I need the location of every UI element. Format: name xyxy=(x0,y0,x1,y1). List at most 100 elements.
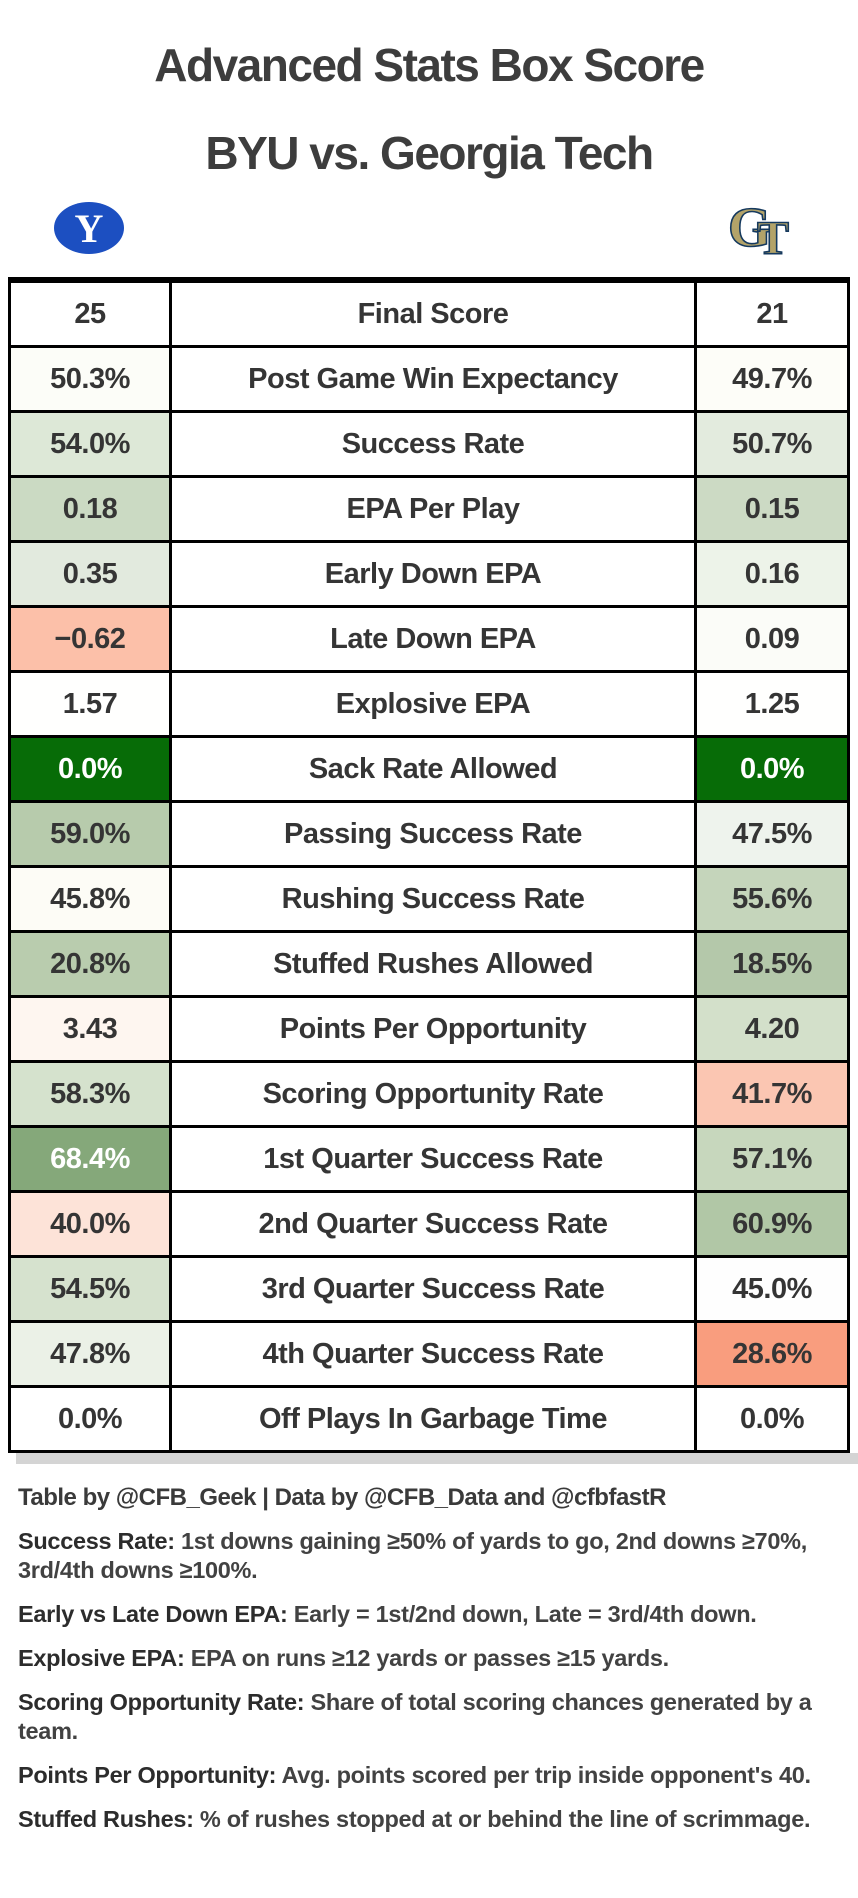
footnote: Early vs Late Down EPAEarly = 1st/2nd do… xyxy=(18,1600,830,1629)
metric-label-cell: Sack Rate Allowed xyxy=(172,738,694,800)
table-row: 40.0% 2nd Quarter Success Rate 60.9% xyxy=(11,1193,847,1258)
metric-label-cell: Late Down EPA xyxy=(172,608,694,670)
byu-value-cell: 59.0% xyxy=(11,803,172,865)
gt-value-cell: 0.15 xyxy=(694,478,847,540)
gt-value-cell: 47.5% xyxy=(694,803,847,865)
footnote-text: 1st downs gaining ≥50% of yards to go, 2… xyxy=(18,1528,807,1583)
byu-value-cell: 40.0% xyxy=(11,1193,172,1255)
footnote: Stuffed Rushes% of rushes stopped at or … xyxy=(18,1805,830,1834)
footnote: Scoring Opportunity RateShare of total s… xyxy=(18,1688,830,1746)
gt-value-cell: 1.25 xyxy=(694,673,847,735)
footnote-term: Points Per Opportunity xyxy=(18,1762,282,1788)
footnote-text: Avg. points scored per trip inside oppon… xyxy=(281,1762,812,1788)
metric-label-cell: Final Score xyxy=(172,283,694,345)
byu-value-cell: 20.8% xyxy=(11,933,172,995)
byu-value-cell: 68.4% xyxy=(11,1128,172,1190)
gt-value-cell: 50.7% xyxy=(694,413,847,475)
metric-label-cell: Rushing Success Rate xyxy=(172,868,694,930)
table-row: 47.8% 4th Quarter Success Rate 28.6% xyxy=(11,1323,847,1388)
table-row: 58.3% Scoring Opportunity Rate 41.7% xyxy=(11,1063,847,1128)
byu-value-cell: 50.3% xyxy=(11,348,172,410)
metric-label-cell: 3rd Quarter Success Rate xyxy=(172,1258,694,1320)
byu-value-cell: 25 xyxy=(11,283,172,345)
team-logos-row: Y G T xyxy=(0,200,858,256)
footnote-term: Scoring Opportunity Rate xyxy=(18,1689,311,1715)
metric-label-cell: Scoring Opportunity Rate xyxy=(172,1063,694,1125)
byu-value-cell: 3.43 xyxy=(11,998,172,1060)
table-row: 0.0% Sack Rate Allowed 0.0% xyxy=(11,738,847,803)
gt-value-cell: 21 xyxy=(694,283,847,345)
footnote: Points Per OpportunityAvg. points scored… xyxy=(18,1761,830,1790)
gt-logo-letter-t: T xyxy=(757,212,789,256)
metric-label-cell: Points Per Opportunity xyxy=(172,998,694,1060)
metric-label-cell: Off Plays In Garbage Time xyxy=(172,1388,694,1450)
byu-value-cell: 0.0% xyxy=(11,738,172,800)
metric-label-cell: Success Rate xyxy=(172,413,694,475)
table-row: 54.5% 3rd Quarter Success Rate 45.0% xyxy=(11,1258,847,1323)
table-row: 0.35 Early Down EPA 0.16 xyxy=(11,543,847,608)
metric-label-cell: EPA Per Play xyxy=(172,478,694,540)
advanced-stats-table: 25 Final Score 21 50.3% Post Game Win Ex… xyxy=(8,277,850,1453)
footnote: Explosive EPAEPA on runs ≥12 yards or pa… xyxy=(18,1644,830,1673)
table-row: 3.43 Points Per Opportunity 4.20 xyxy=(11,998,847,1063)
table-row: 68.4% 1st Quarter Success Rate 57.1% xyxy=(11,1128,847,1193)
gt-value-cell: 0.16 xyxy=(694,543,847,605)
gt-value-cell: 28.6% xyxy=(694,1323,847,1385)
metric-label-cell: Explosive EPA xyxy=(172,673,694,735)
table-row: 0.18 EPA Per Play 0.15 xyxy=(11,478,847,543)
gt-value-cell: 55.6% xyxy=(694,868,847,930)
gt-value-cell: 18.5% xyxy=(694,933,847,995)
glossary-notes: Success Rate1st downs gaining ≥50% of ya… xyxy=(18,1527,830,1834)
footnote-text: Early = 1st/2nd down, Late = 3rd/4th dow… xyxy=(293,1601,757,1627)
metric-label-cell: Early Down EPA xyxy=(172,543,694,605)
footnote-term: Success Rate xyxy=(18,1528,181,1554)
table-row: 20.8% Stuffed Rushes Allowed 18.5% xyxy=(11,933,847,998)
footnote-term: Explosive EPA xyxy=(18,1645,191,1671)
metric-label-cell: Stuffed Rushes Allowed xyxy=(172,933,694,995)
byu-value-cell: 0.0% xyxy=(11,1388,172,1450)
gt-value-cell: 0.0% xyxy=(694,1388,847,1450)
metric-label-cell: 4th Quarter Success Rate xyxy=(172,1323,694,1385)
footnote: Success Rate1st downs gaining ≥50% of ya… xyxy=(18,1527,830,1585)
gt-value-cell: 57.1% xyxy=(694,1128,847,1190)
byu-value-cell: 54.0% xyxy=(11,413,172,475)
matchup-subtitle: BYU vs. Georgia Tech xyxy=(205,127,654,179)
table-row: 0.0% Off Plays In Garbage Time 0.0% xyxy=(11,1388,847,1450)
metric-label-cell: Post Game Win Expectancy xyxy=(172,348,694,410)
byu-logo-letter: Y xyxy=(75,206,104,251)
gt-value-cell: 45.0% xyxy=(694,1258,847,1320)
footnote-text: Share of total scoring chances generated… xyxy=(18,1689,812,1744)
byu-value-cell: 45.8% xyxy=(11,868,172,930)
footnotes-section: Table by @CFB_Geek | Data by @CFB_Data a… xyxy=(0,1464,858,1834)
gt-value-cell: 41.7% xyxy=(694,1063,847,1125)
page-title: Advanced Stats Box Score xyxy=(154,39,705,91)
table-row: 50.3% Post Game Win Expectancy 49.7% xyxy=(11,348,847,413)
footnote-term: Stuffed Rushes xyxy=(18,1806,200,1832)
table-row: 45.8% Rushing Success Rate 55.6% xyxy=(11,868,847,933)
metric-label-cell: 2nd Quarter Success Rate xyxy=(172,1193,694,1255)
table-row: 54.0% Success Rate 50.7% xyxy=(11,413,847,478)
metric-label-cell: 1st Quarter Success Rate xyxy=(172,1128,694,1190)
gt-value-cell: 4.20 xyxy=(694,998,847,1060)
footnote-text: % of rushes stopped at or behind the lin… xyxy=(199,1806,811,1832)
byu-value-cell: 1.57 xyxy=(11,673,172,735)
table-shadow xyxy=(16,1453,858,1464)
gt-value-cell: 0.09 xyxy=(694,608,847,670)
credit-line: Table by @CFB_Geek | Data by @CFB_Data a… xyxy=(18,1484,666,1511)
footnote-term: Early vs Late Down EPA xyxy=(18,1601,294,1627)
byu-value-cell: 54.5% xyxy=(11,1258,172,1320)
byu-value-cell: 0.35 xyxy=(11,543,172,605)
gt-value-cell: 49.7% xyxy=(694,348,847,410)
footnote-text: EPA on runs ≥12 yards or passes ≥15 yard… xyxy=(190,1645,670,1671)
table-row: 1.57 Explosive EPA 1.25 xyxy=(11,673,847,738)
byu-value-cell: 47.8% xyxy=(11,1323,172,1385)
byu-value-cell: 0.18 xyxy=(11,478,172,540)
table-row: −0.62 Late Down EPA 0.09 xyxy=(11,608,847,673)
byu-value-cell: 58.3% xyxy=(11,1063,172,1125)
gt-value-cell: 60.9% xyxy=(694,1193,847,1255)
gt-value-cell: 0.0% xyxy=(694,738,847,800)
table-row: 59.0% Passing Success Rate 47.5% xyxy=(11,803,847,868)
metric-label-cell: Passing Success Rate xyxy=(172,803,694,865)
byu-value-cell: −0.62 xyxy=(11,608,172,670)
